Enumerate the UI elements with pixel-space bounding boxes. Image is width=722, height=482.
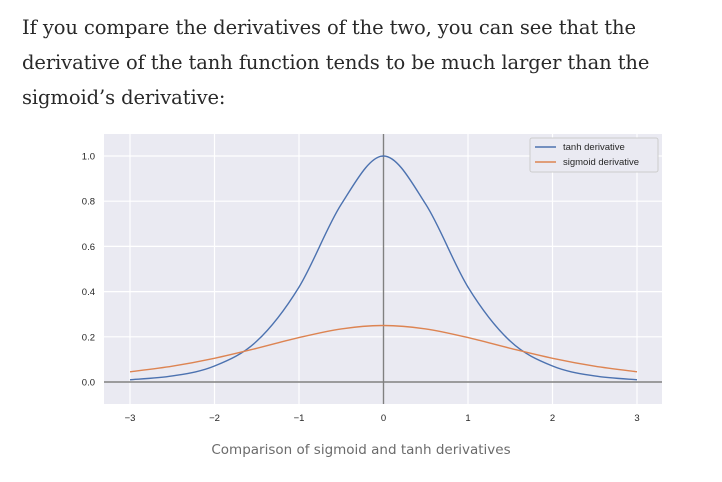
legend-label-tanh-derivative: tanh derivative [563, 142, 625, 153]
y-tick-label: 0.2 [82, 332, 95, 343]
axis-lines [104, 134, 662, 404]
x-tick-label: −3 [125, 413, 136, 424]
y-tick-label: 0.4 [82, 287, 95, 298]
x-tick-label: 2 [550, 413, 555, 424]
y-tick-label: 0.8 [82, 197, 95, 208]
legend-box [529, 137, 659, 173]
figure-caption: Comparison of sigmoid and tanh derivativ… [211, 442, 511, 458]
y-tick-label: 1.0 [82, 152, 95, 163]
x-tick-label: 0 [381, 413, 386, 424]
series-line-sigmoid-derivative [129, 324, 638, 373]
y-tick-label: 0.6 [82, 242, 95, 253]
x-tick-label: 3 [634, 413, 639, 424]
tick-labels: −3 −2 −1 0 1 2 3 0.0 0.2 0.4 0.6 0.8 1.0 [82, 152, 640, 425]
article-paragraph: If you compare the derivatives of the tw… [22, 16, 650, 109]
x-tick-label: −1 [294, 413, 305, 424]
y-tick-label: 0.0 [82, 378, 95, 389]
x-tick-label: −2 [209, 413, 220, 424]
x-tick-label: 1 [465, 413, 470, 424]
legend: tanh derivative sigmoid derivative [529, 137, 659, 173]
legend-label-sigmoid-derivative: sigmoid derivative [563, 157, 639, 168]
data-series [129, 155, 638, 381]
series-line-tanh-derivative [129, 155, 638, 381]
